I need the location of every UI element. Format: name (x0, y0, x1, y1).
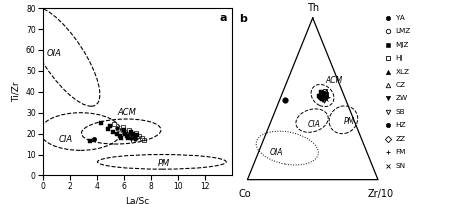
Text: SN: SN (396, 163, 406, 169)
Text: HJ: HJ (396, 55, 403, 61)
Text: XLZ: XLZ (396, 69, 410, 75)
Text: YA: YA (396, 15, 404, 21)
Y-axis label: Ti/Zr: Ti/Zr (11, 81, 20, 102)
Text: CIA: CIA (308, 120, 320, 129)
Text: Th: Th (307, 3, 319, 13)
Text: ACM: ACM (117, 108, 136, 117)
Text: SB: SB (396, 109, 405, 115)
Text: HZ: HZ (396, 122, 406, 128)
Text: PM: PM (158, 159, 170, 168)
Text: ZW: ZW (396, 95, 408, 101)
Text: OIA: OIA (270, 147, 283, 157)
X-axis label: La/Sc: La/Sc (125, 197, 150, 204)
Text: CZ: CZ (396, 82, 406, 88)
Text: MJZ: MJZ (396, 42, 409, 48)
Text: CIA: CIA (59, 135, 73, 144)
Text: OIA: OIA (47, 49, 62, 58)
Text: LMZ: LMZ (396, 28, 411, 34)
Text: b: b (239, 14, 246, 24)
Text: ACM: ACM (326, 76, 343, 85)
Text: Co: Co (238, 189, 251, 199)
Text: a: a (219, 13, 227, 23)
Text: FM: FM (396, 149, 406, 155)
Text: ZZ: ZZ (396, 136, 406, 142)
Text: Zr/10: Zr/10 (367, 189, 393, 199)
Text: PM: PM (343, 117, 355, 126)
